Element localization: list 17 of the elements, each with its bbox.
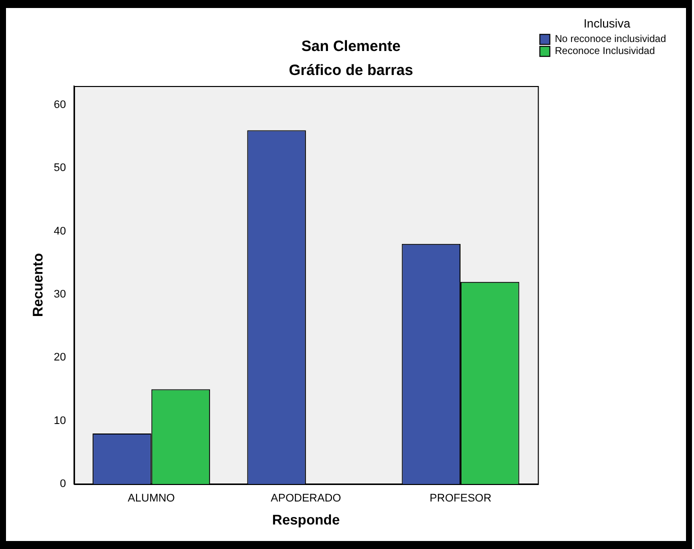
y-tick-label: 40 [54,225,66,238]
x-axis-title: Responde [272,511,340,528]
x-tick-label: PROFESOR [430,492,492,505]
y-tick-label: 10 [54,414,66,427]
legend-title: Inclusiva [584,16,631,30]
x-tick-label: APODERADO [270,492,342,505]
y-tick-label: 30 [54,288,66,301]
y-axis-title: Recuento [29,253,46,317]
y-tick-label: 20 [54,352,66,364]
y-tick-label: 0 [60,478,66,490]
x-tick-label: ALUMNO [128,492,176,505]
chart-subtitle: Gráfico de barras [288,62,414,80]
y-tick-label: 50 [54,162,66,174]
y-tick-label: 60 [54,98,66,111]
legend-label: Reconoce Inclusividad [554,46,655,58]
legend-label: No reconoce inclusividad [554,34,666,46]
chart-title: San Clemente [301,38,401,56]
